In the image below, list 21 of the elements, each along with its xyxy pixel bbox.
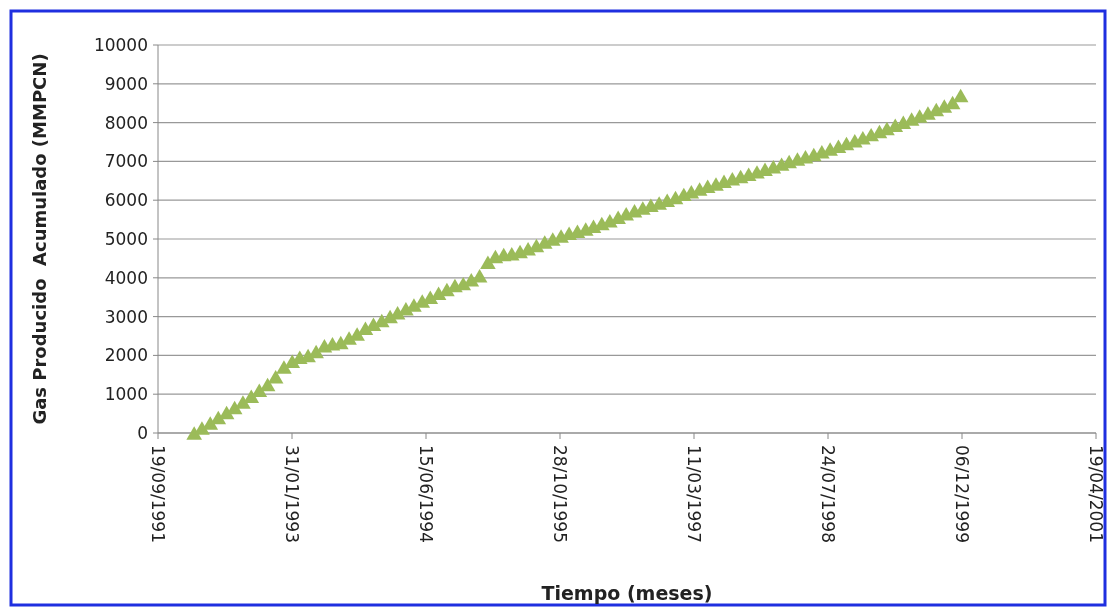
y-tick-label: 0 bbox=[137, 422, 148, 443]
y-tick-label: 2000 bbox=[104, 345, 148, 366]
x-tick-label: 24/07/1998 bbox=[818, 445, 839, 543]
x-tick-label: 31/01/1993 bbox=[282, 445, 303, 543]
x-tick-label: 15/06/1994 bbox=[416, 445, 437, 543]
x-tick-label: 06/12/1999 bbox=[952, 445, 973, 543]
y-tick-label: 5000 bbox=[104, 228, 148, 249]
y-tick-label: 7000 bbox=[104, 151, 148, 172]
x-tick-label: 19/04/2001 bbox=[1086, 445, 1107, 543]
x-tick-label: 11/03/1997 bbox=[684, 445, 705, 543]
y-tick-label: 9000 bbox=[104, 73, 148, 94]
y-tick-label: 8000 bbox=[104, 112, 148, 133]
x-tick-label: 28/10/1995 bbox=[550, 445, 571, 543]
y-tick-label: 3000 bbox=[104, 306, 148, 327]
y-axis-title: Gas Producido Acumulado (MMPCN) bbox=[29, 53, 50, 425]
y-tick-label: 6000 bbox=[104, 190, 148, 211]
x-tick-label: 19/09/1991 bbox=[148, 445, 169, 543]
y-tick-label: 4000 bbox=[104, 267, 148, 288]
y-tick-label: 10000 bbox=[93, 34, 148, 55]
y-tick-label: 1000 bbox=[104, 384, 148, 405]
x-axis-title: Tiempo (meses) bbox=[541, 582, 713, 604]
